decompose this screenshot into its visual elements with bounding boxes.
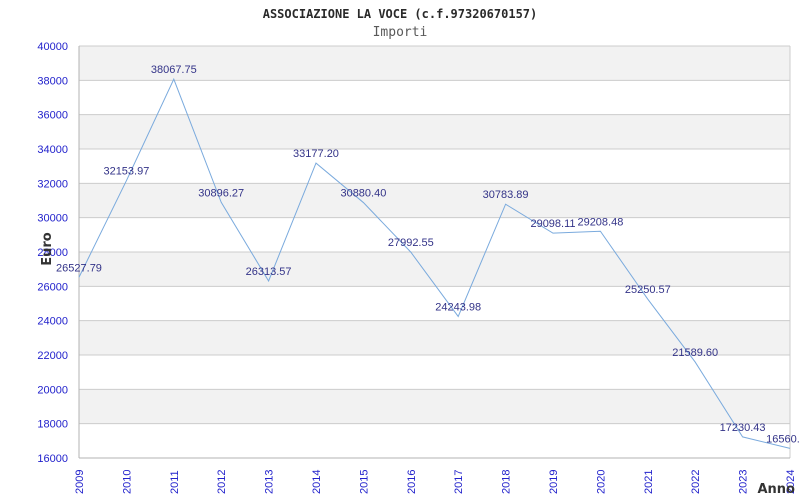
y-axis-band	[79, 46, 790, 81]
y-axis-title: Euro	[40, 232, 55, 266]
y-tick-label: 34000	[37, 144, 68, 156]
x-tick-label: 2016	[406, 470, 418, 494]
data-point-label: 24243.98	[435, 301, 481, 313]
y-axis-band	[79, 252, 790, 287]
y-tick-label: 26000	[37, 281, 68, 293]
y-axis-band	[79, 183, 790, 218]
y-tick-label: 30000	[37, 213, 68, 225]
data-point-label: 29208.48	[577, 216, 623, 228]
y-tick-label: 20000	[37, 384, 68, 396]
y-axis-band	[79, 320, 790, 355]
data-point-label: 38067.75	[151, 64, 197, 76]
x-tick-label: 2024	[785, 470, 797, 494]
x-tick-label: 2010	[121, 470, 133, 494]
data-point-label: 32153.97	[103, 166, 149, 178]
y-tick-label: 16000	[37, 453, 68, 465]
data-point-label: 30896.27	[198, 187, 244, 199]
y-tick-label: 32000	[37, 178, 68, 190]
y-tick-label: 22000	[37, 350, 68, 362]
series-line	[78, 77, 791, 449]
y-tick-label: 40000	[37, 41, 68, 53]
data-point-label: 16560.3	[766, 433, 800, 445]
data-point-label: 30880.40	[340, 188, 386, 200]
x-tick-label: 2018	[501, 470, 513, 494]
chart-title: ASSOCIAZIONE LA VOCE (c.f.97320670157)	[262, 7, 538, 21]
x-tick-label: 2020	[595, 470, 607, 494]
x-tick-label: 2023	[738, 470, 750, 494]
x-tick-label: 2012	[216, 470, 228, 494]
x-tick-label: 2013	[264, 470, 276, 494]
y-tick-label: 18000	[37, 419, 68, 431]
x-tick-label: 2009	[74, 470, 86, 494]
chart-subtitle: Importi	[372, 25, 428, 40]
y-tick-label: 36000	[37, 110, 68, 122]
y-tick-label: 28000	[37, 247, 68, 259]
x-tick-label: 2021	[643, 470, 655, 494]
x-tick-label: 2014	[311, 470, 323, 494]
x-tick-label: 2015	[358, 470, 370, 494]
x-axis-title: Anno	[757, 482, 795, 497]
y-axis-band	[79, 389, 790, 424]
y-axis-band	[79, 114, 790, 149]
x-tick-label: 2011	[169, 470, 181, 494]
data-point-label: 27992.55	[388, 237, 434, 249]
y-tick-label: 24000	[37, 316, 68, 328]
data-point-label: 29098.11	[530, 218, 575, 230]
data-point-label: 21589.60	[672, 347, 718, 359]
data-point-label: 17230.43	[720, 422, 766, 434]
x-tick-label: 2019	[548, 470, 560, 494]
data-point-label: 33177.20	[293, 148, 339, 160]
data-point-label: 26313.57	[246, 266, 292, 278]
data-point-label: 30783.89	[483, 189, 529, 201]
y-tick-label: 38000	[37, 75, 68, 87]
data-point-label: 26527.79	[56, 262, 102, 274]
x-tick-label: 2017	[453, 470, 465, 494]
x-tick-label: 2022	[690, 470, 702, 494]
data-point-label: 25250.57	[625, 284, 671, 296]
